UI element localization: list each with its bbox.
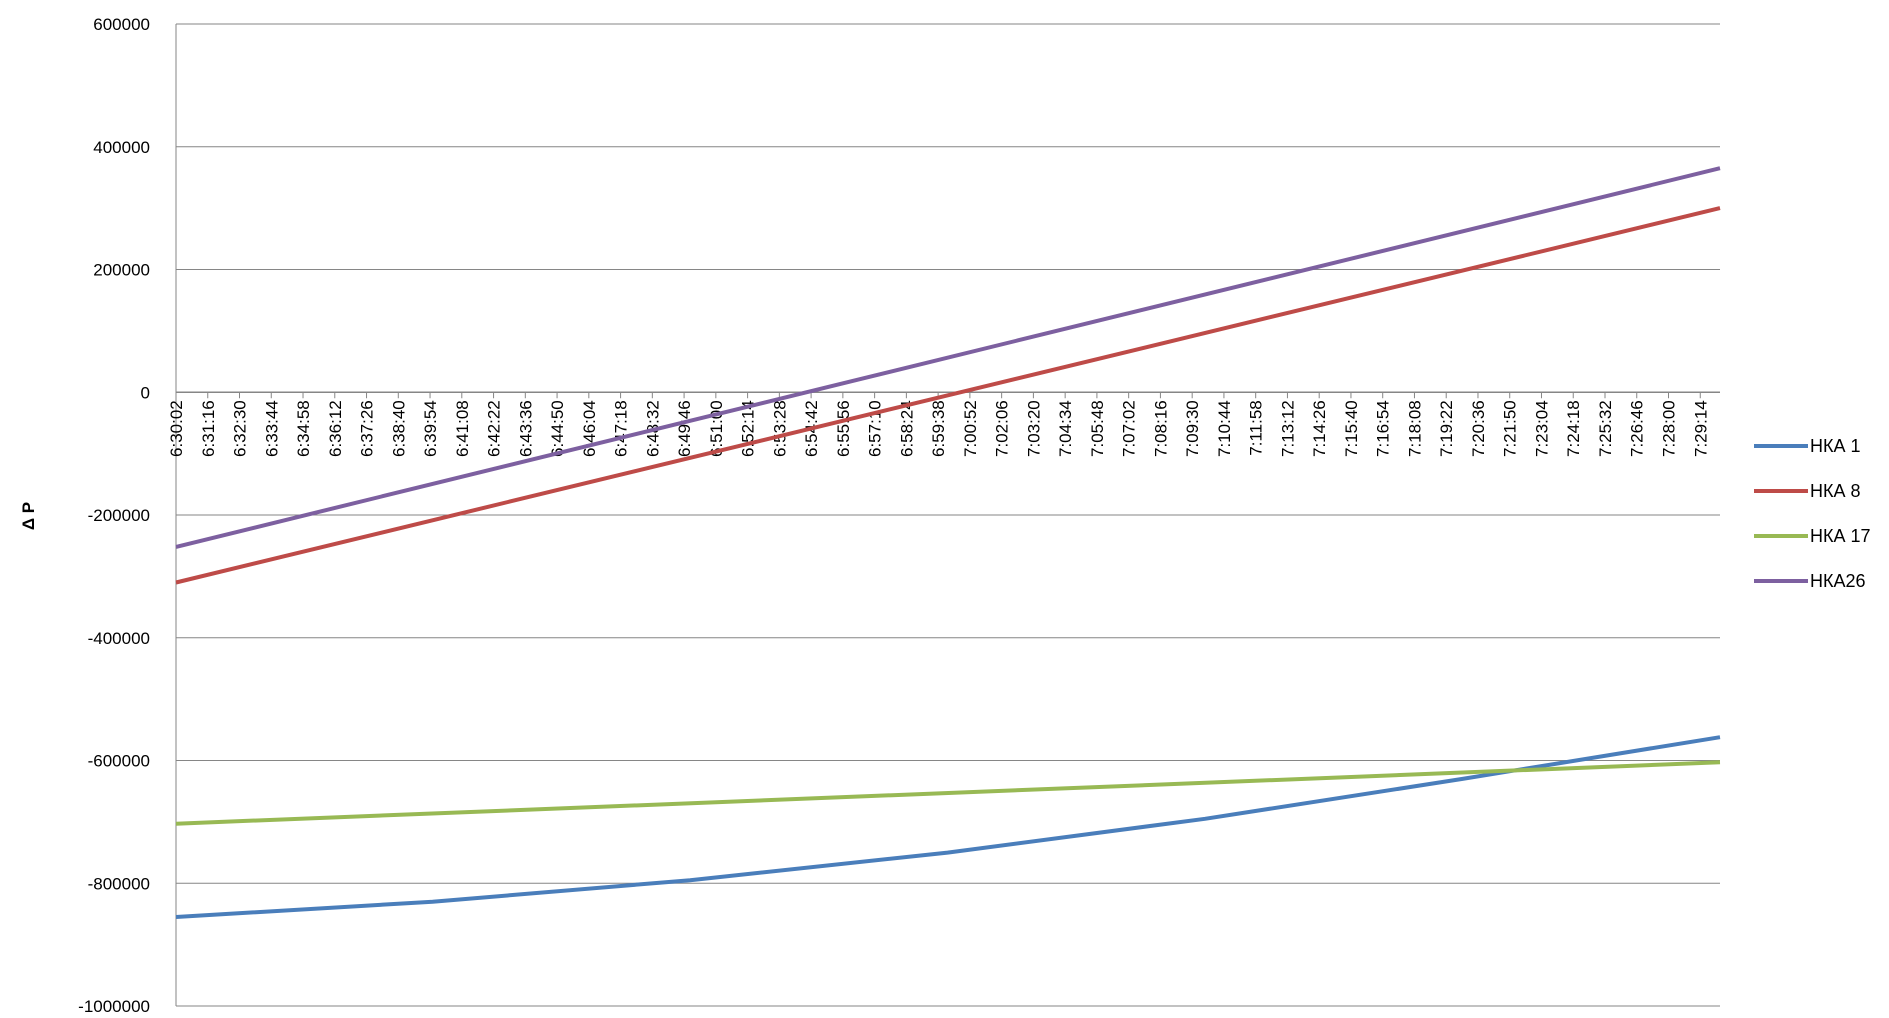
- x-tick-label: 6:59:38: [929, 400, 948, 457]
- x-tick-label: 7:21:50: [1501, 400, 1520, 457]
- x-tick-label: 6:41:08: [453, 400, 472, 457]
- x-tick-label: 7:16:54: [1374, 400, 1393, 457]
- y-tick-label: 0: [141, 383, 150, 402]
- x-tick-label: 6:43:36: [516, 400, 535, 457]
- x-tick-label: 6:57:10: [866, 400, 885, 457]
- y-tick-label: 400000: [93, 138, 150, 157]
- x-tick-label: 6:36:12: [326, 400, 345, 457]
- x-tick-label: 7:18:08: [1405, 400, 1424, 457]
- x-tick-label: 7:05:48: [1088, 400, 1107, 457]
- x-tick-label: 7:26:46: [1628, 400, 1647, 457]
- x-tick-label: 6:38:40: [389, 400, 408, 457]
- y-tick-label: -800000: [88, 874, 150, 893]
- x-tick-label: 6:53:28: [770, 400, 789, 457]
- y-tick-label: -200000: [88, 506, 150, 525]
- y-tick-label: -600000: [88, 752, 150, 771]
- y-axis-label: Δ P: [19, 502, 38, 530]
- x-tick-label: 7:08:16: [1151, 400, 1170, 457]
- x-tick-label: 7:11:58: [1247, 400, 1266, 455]
- legend-label: НКА 17: [1810, 526, 1871, 546]
- y-tick-labels: 600000 400000 200000 0 -200000 -400000 -600000…: [78, 15, 150, 1016]
- series-lines: [175, 166, 1721, 919]
- x-tick-label: 7:13:12: [1278, 400, 1297, 457]
- x-tick-label: 6:32:30: [231, 400, 250, 457]
- y-tick-label: 600000: [93, 15, 150, 34]
- x-tick-label: 6:39:54: [421, 400, 440, 457]
- x-tick-label: 6:55:56: [834, 400, 853, 457]
- y-tick-label: 200000: [93, 261, 150, 280]
- axes: [175, 24, 1720, 1006]
- x-tick-label: 7:10:44: [1215, 400, 1234, 457]
- x-tick-label: 7:02:06: [993, 400, 1012, 457]
- x-tick-label: 7:14:26: [1310, 400, 1329, 457]
- x-tick-label: 6:34:58: [294, 400, 313, 457]
- x-tick-labels: 6:30:02 6:31:16 6:32:30 6:33:44 6:34:58 6:36:…: [167, 392, 1710, 457]
- legend-label: НКА 1: [1810, 436, 1861, 456]
- legend: НКА 1 НКА 8 НКА 17 НКА26: [1754, 436, 1871, 591]
- x-tick-label: 7:15:40: [1342, 400, 1361, 457]
- x-tick-label: 7:07:02: [1120, 400, 1139, 457]
- y-tick-label: -400000: [88, 629, 150, 648]
- series-line: [175, 735, 1721, 919]
- x-tick-label: 6:42:22: [485, 400, 504, 457]
- x-tick-label: 6:49:46: [675, 400, 694, 457]
- x-tick-label: 7:23:04: [1532, 400, 1551, 457]
- series-line: [175, 206, 1721, 585]
- x-tick-label: 7:03:20: [1024, 400, 1043, 457]
- x-tick-label: 7:25:32: [1596, 400, 1615, 457]
- x-tick-label: 7:24:18: [1564, 400, 1583, 457]
- x-tick-label: 7:19:22: [1437, 400, 1456, 457]
- x-tick-label: 7:29:14: [1691, 400, 1710, 457]
- legend-label: НКА26: [1810, 571, 1866, 591]
- legend-label: НКА 8: [1810, 481, 1861, 501]
- x-tick-label: 6:30:02: [167, 400, 186, 457]
- x-tick-label: 6:58:24: [897, 400, 916, 457]
- x-tick-label: 6:44:50: [548, 400, 567, 457]
- x-tick-label: 7:28:00: [1660, 400, 1679, 457]
- x-tick-label: 7:00:52: [961, 400, 980, 457]
- series-line: [175, 760, 1721, 826]
- x-tick-label: 7:04:34: [1056, 400, 1075, 457]
- series-line: [175, 166, 1721, 549]
- x-tick-label: 6:47:18: [612, 400, 631, 457]
- x-tick-label: 7:09:30: [1183, 400, 1202, 457]
- y-tick-label: -1000000: [78, 997, 150, 1016]
- x-tick-label: 6:33:44: [262, 400, 281, 457]
- x-tick-label: 6:31:16: [199, 400, 218, 457]
- x-tick-label: 6:37:26: [358, 400, 377, 457]
- grid-lines: [176, 23, 1720, 1007]
- x-tick-label: 7:20:36: [1469, 400, 1488, 457]
